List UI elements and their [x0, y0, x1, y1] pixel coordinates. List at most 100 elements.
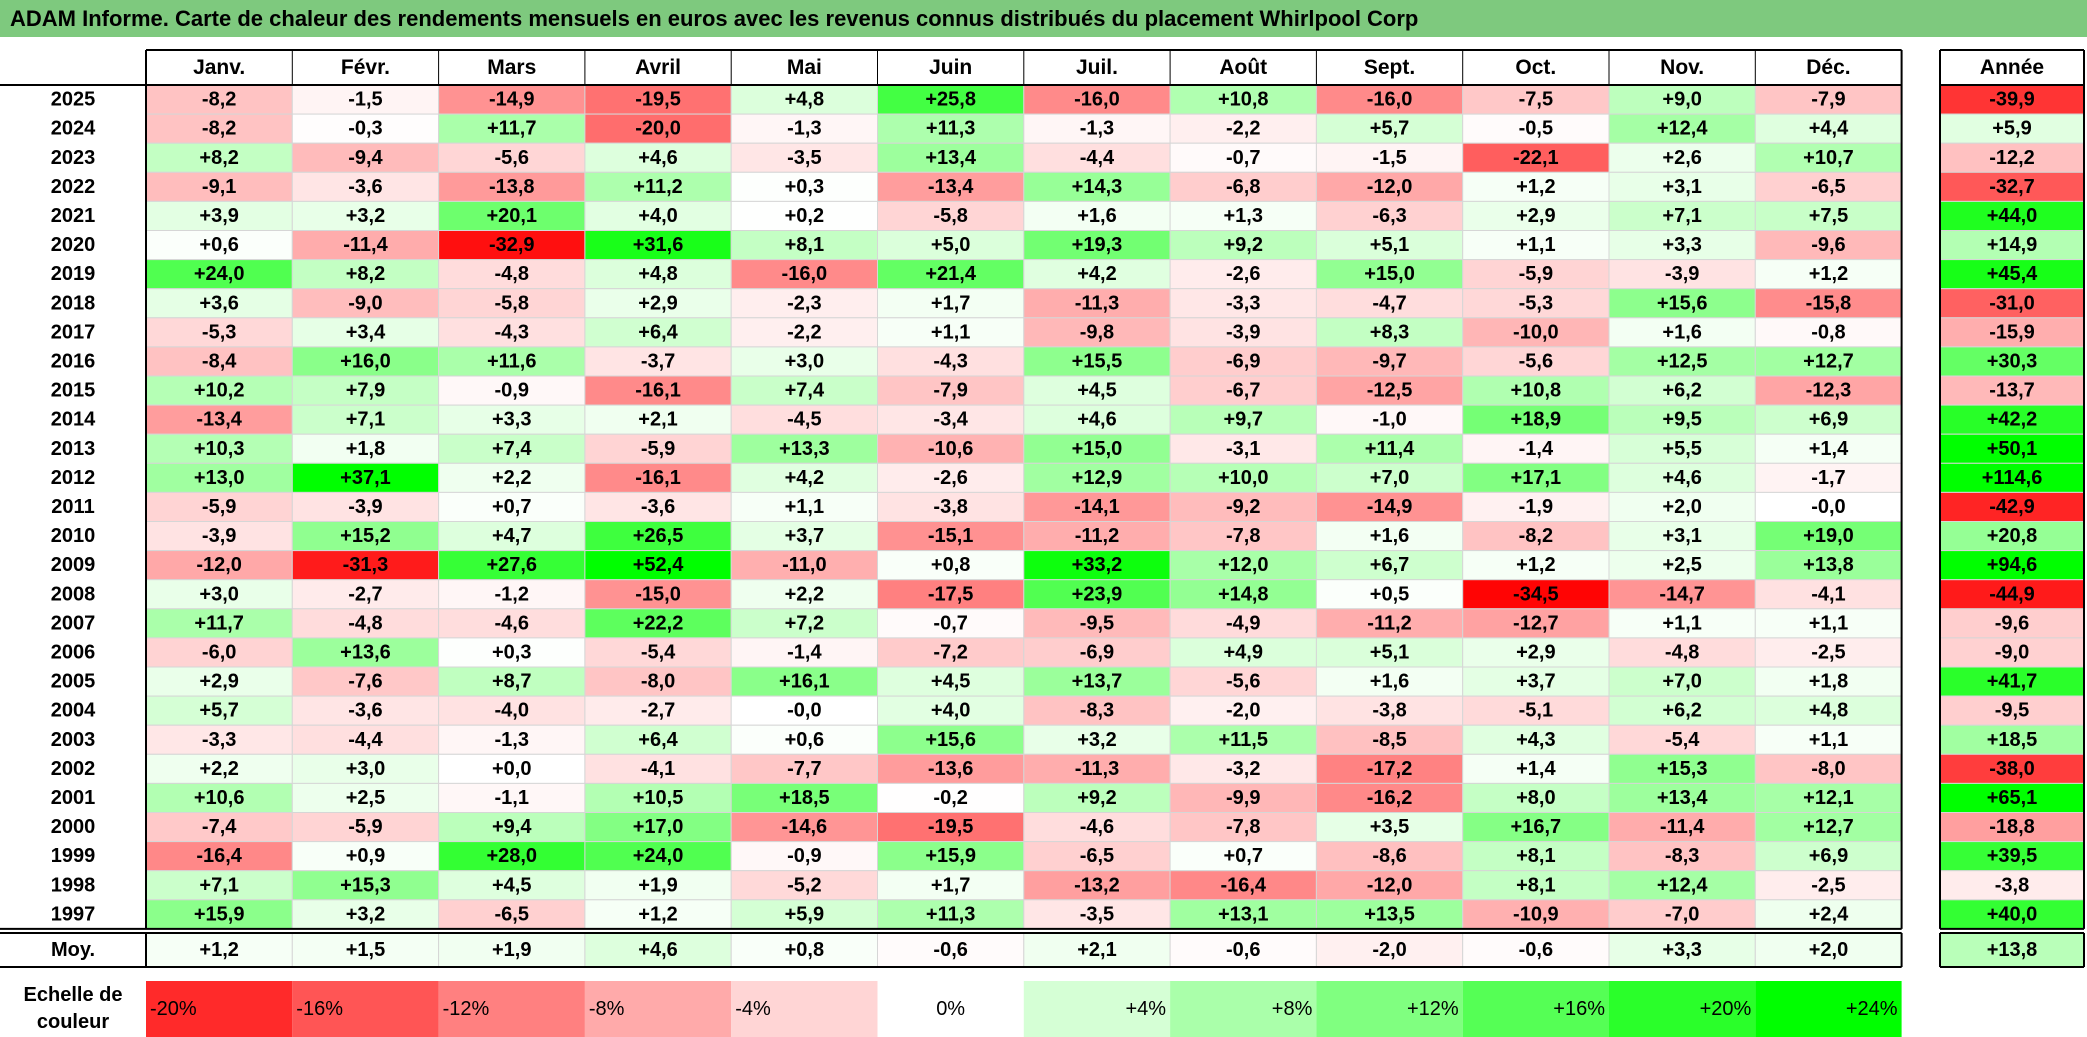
cell-value: +12,7	[1803, 350, 1854, 372]
year-label: 2003	[51, 729, 96, 751]
heatmap-cell	[1023, 521, 1171, 552]
cell-value: -5,9	[641, 438, 675, 460]
heatmap-cell	[1608, 724, 1756, 755]
heatmap-cell	[1462, 491, 1610, 522]
cell-value: +5,7	[199, 700, 238, 722]
cell-value: -3,7	[641, 350, 675, 372]
cell-value: +7,4	[492, 438, 532, 460]
cell-value: +7,2	[785, 612, 824, 634]
cell-value: -5,9	[202, 496, 236, 518]
cell-value: +10,6	[194, 787, 245, 809]
heatmap-cell	[877, 899, 1025, 930]
cell-value: -0,7	[1226, 147, 1260, 169]
average-cell	[291, 932, 440, 968]
heatmap-cell	[877, 841, 1025, 872]
heatmap-cell	[1315, 433, 1464, 464]
cell-value: -2,6	[1226, 263, 1260, 285]
heatmap-cell	[1169, 113, 1317, 144]
cell-value: -14,6	[782, 816, 828, 838]
heatmap-cell	[730, 84, 879, 115]
cell-value: +0,0	[492, 758, 531, 780]
cell-value: -5,3	[202, 321, 236, 343]
cell-value: -4,6	[1080, 816, 1114, 838]
heatmap-cell	[1462, 346, 1610, 377]
cell-value: +11,7	[487, 118, 537, 140]
year-total-value: +30,3	[1987, 350, 2038, 372]
heatmap-cell	[1169, 753, 1317, 784]
year-total-value: -38,0	[1989, 758, 2035, 780]
heatmap-cell	[1462, 84, 1610, 115]
month-header: Nov.	[1660, 56, 1704, 79]
heatmap-cell	[877, 404, 1025, 435]
year-label: 2021	[51, 205, 96, 227]
year-total-value: -44,9	[1989, 583, 2035, 605]
heatmap-cell	[1315, 462, 1464, 493]
cell-value: -1,4	[1519, 438, 1554, 460]
heatmap-cell	[291, 171, 440, 202]
cell-value: -16,0	[1367, 89, 1413, 111]
heatmap-cell	[145, 259, 293, 290]
cell-value: -4,4	[1080, 147, 1115, 169]
heatmap-cell	[730, 433, 879, 464]
cell-value: -2,7	[641, 700, 675, 722]
heatmap-cell	[1608, 491, 1756, 522]
heatmap-cell	[584, 171, 732, 202]
heatmap-cell	[291, 462, 440, 493]
cell-value: -4,5	[787, 409, 821, 431]
cell-value: +15,6	[925, 729, 976, 751]
average-value: -0,6	[933, 939, 967, 961]
cell-value: -2,0	[1226, 700, 1260, 722]
heatmap-cell	[1169, 317, 1317, 348]
cell-value: -14,1	[1074, 496, 1120, 518]
year-total-value: +41,7	[1987, 671, 2038, 693]
cell-value: -5,4	[1665, 729, 1700, 751]
cell-value: +15,6	[1657, 292, 1708, 314]
cell-value: +3,1	[1662, 525, 1701, 547]
cell-value: +8,2	[199, 147, 238, 169]
year-label: 2002	[51, 758, 96, 780]
heatmap-cell	[145, 200, 293, 231]
heatmap-cell	[1754, 579, 1903, 610]
cell-value: +7,0	[1370, 467, 1409, 489]
cell-value: -15,1	[928, 525, 974, 547]
average-value: +1,5	[346, 939, 385, 961]
cell-value: +1,2	[638, 903, 677, 925]
cell-value: -4,1	[641, 758, 675, 780]
cell-value: +9,2	[1224, 234, 1263, 256]
cell-value: +18,9	[1511, 409, 1562, 431]
heatmap-cell	[1462, 171, 1610, 202]
heatmap-cell	[1754, 724, 1903, 755]
heatmap-cell	[1754, 462, 1903, 493]
cell-value: +1,8	[1809, 671, 1848, 693]
year-label: 2023	[51, 147, 96, 169]
cell-value: -8,5	[1372, 729, 1406, 751]
scale-label-value: +16%	[1553, 998, 1605, 1020]
cell-value: -17,5	[928, 583, 974, 605]
scale-swatch	[292, 981, 439, 1037]
heatmap-cell	[730, 113, 879, 144]
heatmap-cell	[438, 375, 586, 406]
year-label: 2005	[51, 671, 96, 693]
cell-value: -15,0	[635, 583, 681, 605]
cell-value: -0,5	[1519, 118, 1553, 140]
year-total-value: +44,0	[1987, 205, 2038, 227]
year-total-header: Année	[1980, 56, 2044, 79]
cell-value: +10,8	[1218, 89, 1269, 111]
cell-value: +13,4	[1657, 787, 1708, 809]
heatmap-cell	[584, 870, 732, 901]
heatmap-cell	[1169, 171, 1317, 202]
heatmap-cell	[1169, 404, 1317, 435]
heatmap-cell	[1754, 782, 1903, 814]
year-total-cell	[1939, 724, 2085, 755]
cell-value: +10,2	[194, 380, 245, 402]
heatmap-cell	[1023, 841, 1171, 872]
scale-label-value: -12%	[443, 998, 490, 1020]
cell-value: -7,4	[202, 816, 237, 838]
cell-value: +11,3	[926, 903, 976, 925]
year-label: 2024	[51, 118, 96, 140]
heatmap-cell	[1608, 550, 1756, 581]
cell-value: -3,2	[1226, 758, 1260, 780]
cell-value: +1,2	[1809, 263, 1848, 285]
month-header: Août	[1219, 56, 1267, 79]
scale-label-value: -4%	[735, 998, 771, 1020]
